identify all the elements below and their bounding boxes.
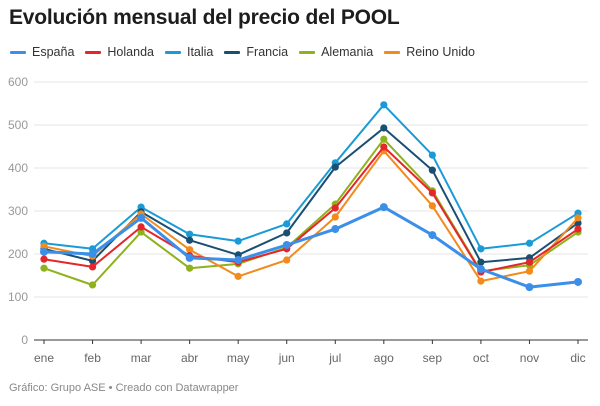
data-point bbox=[186, 264, 194, 272]
data-point bbox=[186, 236, 194, 244]
data-point bbox=[283, 229, 291, 237]
data-point bbox=[40, 242, 48, 250]
data-point bbox=[477, 258, 485, 266]
data-point bbox=[40, 255, 48, 263]
data-point bbox=[428, 202, 436, 210]
data-point bbox=[283, 220, 291, 228]
data-point bbox=[380, 143, 388, 151]
y-tick-label: 200 bbox=[8, 247, 28, 261]
data-point bbox=[476, 265, 485, 274]
legend-swatch bbox=[299, 50, 316, 54]
x-tick-label: jun bbox=[278, 351, 295, 365]
legend-swatch bbox=[164, 50, 181, 54]
data-point bbox=[574, 225, 582, 233]
y-tick-label: 100 bbox=[8, 290, 28, 304]
data-point bbox=[477, 245, 485, 253]
data-point bbox=[428, 231, 437, 240]
series-line-espana bbox=[43, 205, 579, 289]
data-point bbox=[477, 277, 485, 285]
data-point bbox=[331, 213, 339, 221]
y-tick-label: 0 bbox=[21, 333, 28, 347]
legend-label: Alemania bbox=[321, 45, 374, 59]
legend-label: Holanda bbox=[107, 45, 154, 59]
legend-label: Italia bbox=[186, 45, 214, 59]
x-tick-label: abr bbox=[181, 351, 198, 365]
y-tick-label: 300 bbox=[8, 204, 28, 218]
data-point bbox=[40, 264, 48, 272]
data-point bbox=[88, 250, 97, 258]
data-point bbox=[380, 101, 388, 109]
legend-item-alemania: Alemania bbox=[299, 45, 373, 59]
data-point bbox=[525, 258, 534, 266]
x-tick-label: oct bbox=[473, 351, 490, 365]
x-tick-label: dic bbox=[570, 351, 585, 365]
data-point bbox=[234, 272, 242, 280]
legend-swatch bbox=[85, 50, 102, 54]
data-point bbox=[88, 281, 97, 289]
data-point bbox=[331, 163, 339, 171]
x-tick-label: sep bbox=[423, 351, 443, 365]
data-point bbox=[525, 283, 534, 292]
data-point bbox=[88, 263, 97, 271]
data-point bbox=[40, 247, 48, 256]
legend-item-espana: España bbox=[10, 45, 74, 59]
data-point bbox=[379, 203, 388, 212]
legend-swatch bbox=[384, 50, 401, 54]
legend-label: Francia bbox=[246, 45, 289, 59]
data-point bbox=[137, 223, 145, 231]
x-tick-label: ago bbox=[374, 351, 394, 365]
data-point bbox=[282, 240, 291, 249]
x-tick-label: ene bbox=[34, 351, 54, 365]
legend-item-holanda: Holanda bbox=[85, 45, 154, 59]
legend-item-italia: Italia bbox=[164, 45, 214, 59]
data-point bbox=[380, 135, 388, 143]
data-point bbox=[186, 246, 194, 254]
data-point bbox=[574, 277, 582, 286]
data-point bbox=[380, 124, 388, 132]
x-tick-label: nov bbox=[520, 351, 539, 365]
legend-label: España bbox=[32, 45, 75, 59]
legend-item-francia: Francia bbox=[224, 45, 288, 59]
x-tick-label: jul bbox=[328, 351, 341, 365]
data-point bbox=[186, 230, 194, 238]
legend: España Holanda Italia Francia Alemania R… bbox=[10, 45, 486, 59]
data-point bbox=[428, 189, 436, 197]
data-point bbox=[525, 239, 534, 247]
data-point bbox=[234, 237, 242, 245]
data-point bbox=[428, 151, 436, 159]
chart-footer: Gráfico: Grupo ASE • Creado con Datawrap… bbox=[9, 382, 239, 394]
data-point bbox=[428, 166, 436, 174]
y-tick-label: 600 bbox=[8, 75, 28, 89]
x-tick-label: feb bbox=[84, 351, 101, 365]
series-line-holanda bbox=[43, 145, 579, 274]
y-tick-label: 500 bbox=[8, 118, 28, 132]
data-point bbox=[331, 204, 339, 212]
legend-label: Reino Unido bbox=[406, 45, 475, 59]
series-line-italia bbox=[43, 103, 579, 250]
data-point bbox=[525, 267, 534, 275]
y-tick-label: 400 bbox=[8, 161, 28, 175]
x-tick-label: may bbox=[227, 351, 250, 365]
chart-title: Evolución mensual del precio del POOL bbox=[9, 6, 400, 29]
data-point bbox=[185, 253, 194, 262]
legend-item-reino-unido: Reino Unido bbox=[384, 45, 475, 59]
x-tick-label: mar bbox=[131, 351, 152, 365]
data-point bbox=[574, 214, 582, 222]
legend-swatch bbox=[224, 50, 241, 54]
data-point bbox=[331, 225, 340, 234]
series-line-alemania bbox=[43, 138, 579, 286]
legend-swatch bbox=[10, 50, 26, 54]
data-point bbox=[137, 213, 146, 222]
data-point bbox=[234, 256, 243, 265]
data-point bbox=[137, 228, 145, 236]
data-point bbox=[283, 256, 291, 264]
